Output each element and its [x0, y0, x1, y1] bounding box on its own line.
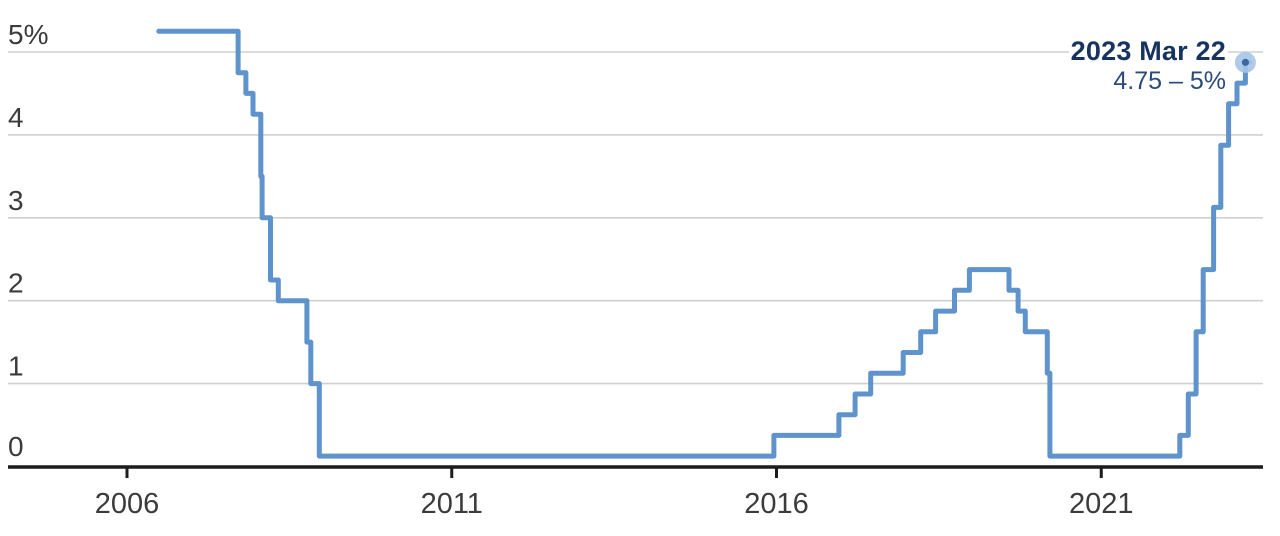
end-annotation: 2023 Mar 22 4.75 – 5% [1068, 36, 1228, 96]
x-axis-label: 2011 [421, 488, 483, 520]
x-axis-label: 2016 [744, 488, 809, 520]
annotation-date: 2023 Mar 22 [1070, 36, 1226, 66]
y-axis-label: 1 [8, 351, 24, 382]
annotation-range: 4.75 – 5% [1113, 67, 1226, 95]
end-dot [1241, 58, 1250, 66]
y-axis-label: 3 [8, 185, 24, 216]
y-axis-label: 0 [8, 431, 24, 462]
y-axis-label: 4 [8, 102, 24, 133]
rate-step-line [156, 28, 1252, 459]
y-axis-label: 2 [8, 268, 24, 299]
x-axis-label: 2021 [1069, 488, 1134, 520]
x-axis-label: 2006 [95, 488, 160, 520]
y-axis-label: 5% [8, 19, 48, 50]
